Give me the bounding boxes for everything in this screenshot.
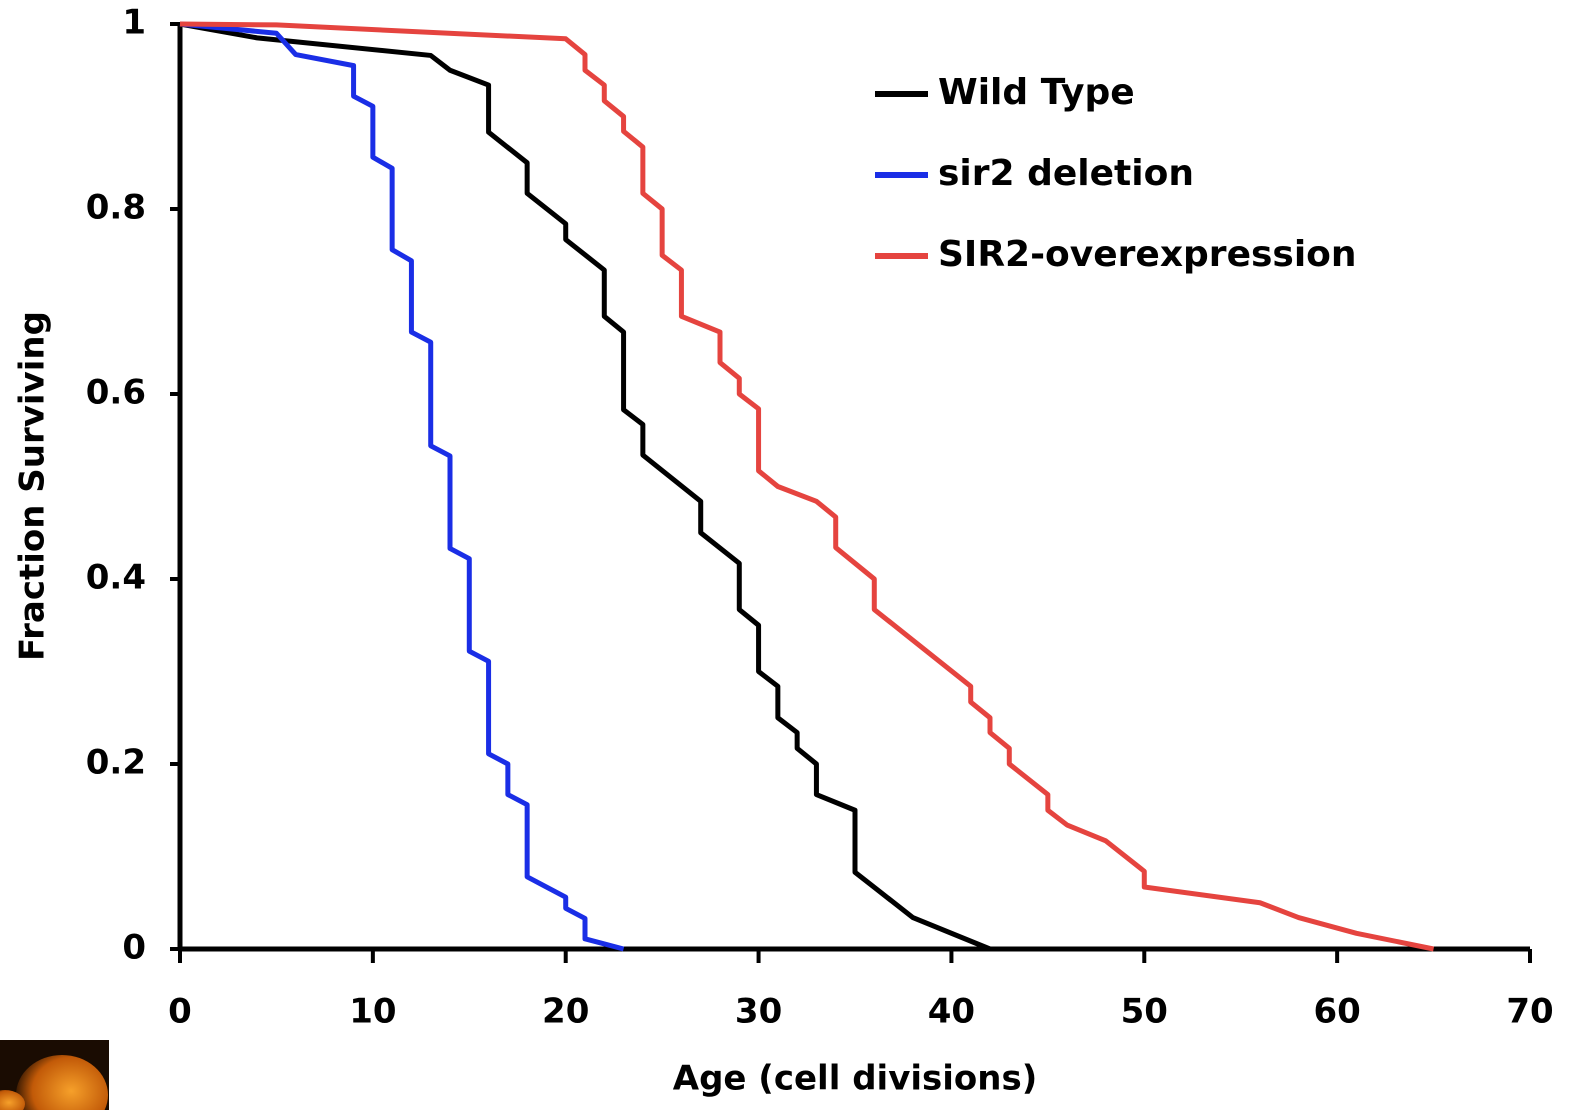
y-tick-label: 0.6: [86, 373, 146, 413]
legend-label: sir2 deletion: [938, 153, 1194, 194]
y-axis-title: Fraction Surviving: [13, 311, 53, 661]
x-tick-label: 60: [1313, 992, 1360, 1032]
survival-line: [179, 21, 991, 952]
y-tick-label: 0.8: [86, 188, 146, 228]
x-tick-label: 40: [928, 992, 975, 1032]
y-tick-label: 0.4: [86, 558, 146, 598]
survival-line: [179, 21, 1435, 952]
cell-image: [0, 1040, 109, 1110]
x-tick-label: 20: [542, 992, 589, 1032]
legend-label: SIR2-overexpression: [938, 234, 1357, 275]
x-tick-label: 10: [349, 992, 396, 1032]
legend-label: Wild Type: [938, 72, 1135, 113]
y-tick-label: 0.2: [86, 743, 146, 783]
y-tick-label: 0: [122, 928, 146, 968]
survival-line: [179, 21, 625, 952]
x-tick-label: 30: [735, 992, 782, 1032]
x-axis-title: Age (cell divisions): [673, 1059, 1038, 1099]
x-tick-label: 0: [168, 992, 192, 1032]
y-tick-label: 1: [122, 3, 146, 43]
x-tick-label: 70: [1506, 992, 1553, 1032]
x-tick-label: 50: [1121, 992, 1168, 1032]
